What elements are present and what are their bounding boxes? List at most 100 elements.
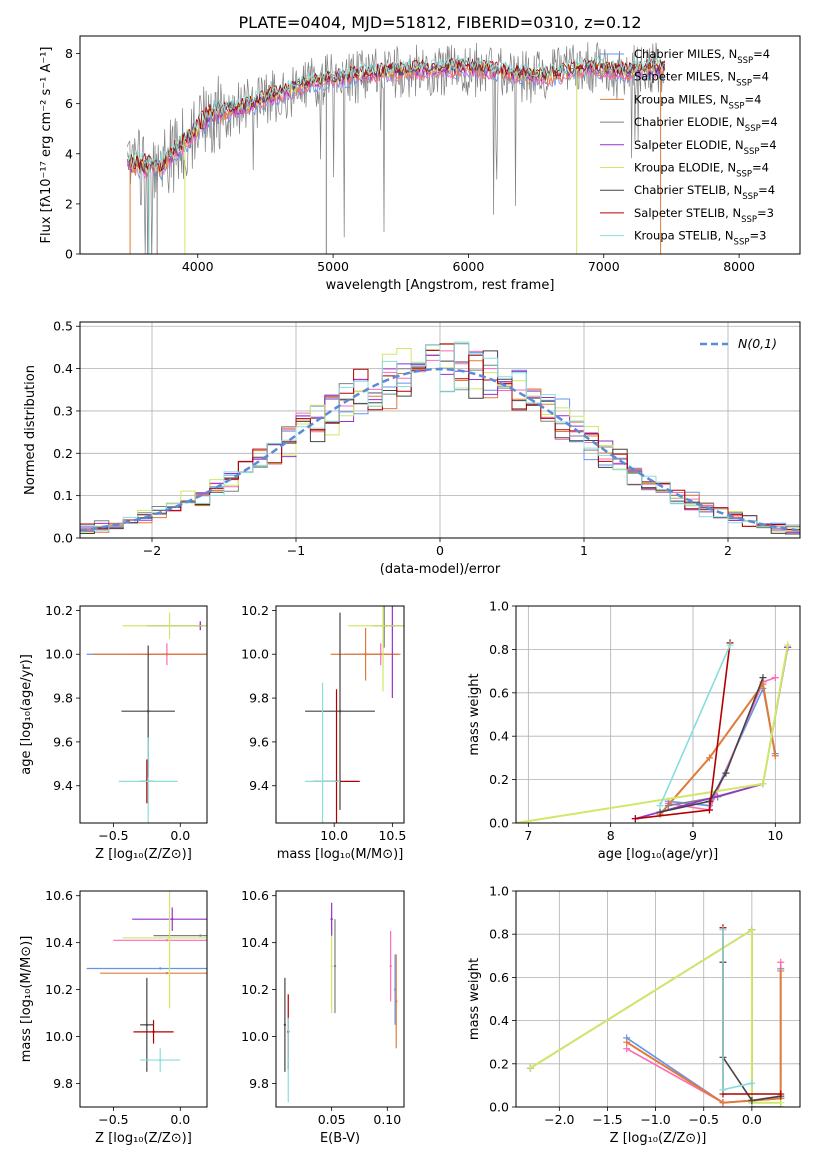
spectrum-line-8 [127, 55, 665, 172]
data-point [395, 1000, 398, 1003]
errorbar-point [122, 891, 207, 1009]
errorbar-point [132, 907, 207, 931]
y-axis-label: Flux [fλ10⁻¹⁷ erg cm⁻² s⁻¹ A⁻¹] [39, 47, 54, 244]
y-tick-label: 1.0 [489, 599, 509, 614]
y-tick-label: 10.4 [45, 935, 73, 950]
errorbar-point [330, 627, 401, 681]
x-tick-label: 7 [524, 828, 532, 843]
weight-marker [777, 1099, 785, 1107]
mass_vs_ebv-panel: 0.05 0.10 9.8 10.0 10.2 10.4 10.6 E(B-V) [241, 888, 405, 1146]
x-tick-label: 8000 [723, 259, 755, 274]
errorbar-point [395, 954, 398, 1049]
weight-marker [722, 769, 730, 777]
legend-label: Chabrier ELODIE, NSSP=4 [634, 115, 778, 134]
y-axis-label: Normed distribution [23, 365, 38, 495]
y-tick-label: 0.0 [489, 816, 509, 831]
y-tick-label: 0.0 [489, 1100, 509, 1115]
y-axis-label: mass weight [467, 958, 482, 1040]
y-tick-label: 9.8 [249, 691, 269, 706]
axes-frame [79, 890, 208, 1108]
weight-marker [771, 752, 779, 760]
y-tick-label: 0.2 [489, 1056, 509, 1071]
weight-marker [719, 1099, 727, 1107]
y-tick-label: 10.2 [45, 982, 73, 997]
y-tick-label: 0.4 [489, 729, 509, 744]
weight-marker [631, 815, 639, 823]
data-point [146, 710, 150, 713]
x-axis-label: (data-model)/error [380, 562, 501, 577]
data-point [159, 967, 162, 970]
data-point [287, 1058, 290, 1062]
axes-frame [79, 321, 801, 539]
data-point [381, 624, 385, 627]
weight-marker [726, 641, 734, 649]
x-tick-label: −1.0 [640, 1112, 670, 1127]
x-axis-label: mass [log₁₀(M/M⊙)] [277, 847, 404, 862]
weight-marker [777, 967, 785, 975]
y-tick-label: 1.0 [489, 884, 509, 899]
x-tick-label: 0 [436, 543, 444, 558]
spectrum-line-1 [127, 63, 666, 180]
x-tick-label: 2 [724, 543, 732, 558]
mass_vs_ebv-plot-area [283, 902, 398, 1103]
errorbar-point [118, 737, 178, 823]
weight-line-s_ELODIE [529, 928, 753, 1103]
y-tick-label: 0.8 [489, 642, 509, 657]
mass_vs_Z-plot-area [86, 891, 207, 1072]
errorbar-point [113, 939, 207, 942]
x-tick-label: 5000 [317, 259, 349, 274]
y-tick-label: 10.6 [241, 888, 269, 903]
axes-frame [515, 890, 801, 1108]
data-point [165, 939, 169, 942]
weight_vs_Z-panel: −2.0 −1.5 −1.0 −0.5 0.0 0.0 0.2 0.4 0.6 0.8 1.0 Z [… [467, 884, 801, 1146]
x-tick-label: −1 [287, 543, 305, 558]
data-point [330, 917, 333, 921]
residuals-plot-area [80, 341, 800, 538]
weight-marker [719, 1086, 727, 1094]
data-point [145, 1023, 149, 1027]
x-axis-label: wavelength [Angstrom, rest frame] [326, 278, 555, 293]
errorbar-point [140, 977, 154, 1072]
x-tick-label: 10.5 [378, 828, 406, 843]
weight-marker [777, 1090, 785, 1098]
x-tick-label: −2 [143, 543, 161, 558]
x-tick-label: 0.0 [170, 828, 190, 843]
weight-line-c_STELIB [659, 677, 764, 813]
legend-label: Salpeter MILES, NSSP=4 [634, 70, 769, 89]
y-tick-label: 10.0 [241, 1029, 269, 1044]
errorbar-point [305, 682, 340, 823]
weight-line-k_ELODIE [529, 928, 781, 1104]
x-tick-label: −0.5 [98, 828, 128, 843]
figure-title: PLATE=0404, MJD=51812, FIBERID=0310, z=0… [238, 13, 641, 32]
data-point [321, 780, 324, 783]
weight-line-k_ELODIE [516, 644, 789, 823]
y-tick-label: 0.2 [489, 772, 509, 787]
age_vs_mass-panel: 10.0 10.5 9.4 9.6 9.8 10.0 10.2 mass [log₁₀(M/M… [241, 603, 406, 862]
weight-marker [759, 674, 767, 682]
data-point [199, 934, 202, 937]
x-tick-label: 10 [767, 828, 783, 843]
weight-marker [656, 802, 664, 810]
errorbar-point [348, 606, 404, 692]
y-tick-label: 9.6 [249, 734, 269, 749]
x-tick-label: 0.05 [318, 1112, 346, 1127]
y-tick-label: 9.8 [249, 1076, 269, 1091]
weight_vs_age-panel: 7 8 9 10 0.0 0.2 0.4 0.6 0.8 1.0 age [log₁₀(age/yr… [467, 599, 801, 862]
y-tick-label: 0.4 [489, 1013, 509, 1028]
y-tick-label: 0.8 [489, 927, 509, 942]
weight-line-k_STELIB [659, 644, 731, 806]
residuals-panel: −2 −1 0 1 2 0.0 0.1 0.2 0.3 0.4 0.5 (data-model)/er… [23, 319, 801, 577]
y-tick-label: 10.6 [45, 888, 73, 903]
y-tick-label: 9.4 [53, 778, 73, 793]
weight-line-k_MILES [659, 681, 777, 815]
residual-legend: N(0,1) [700, 336, 777, 351]
spectrum-panel: 4000 5000 6000 7000 8000 0 2 4 6 8 wavelength [Ang… [39, 35, 801, 293]
weight_vs_Z-plot-area [526, 924, 785, 1107]
y-tick-label: 8 [65, 46, 73, 61]
x-axis-label: E(B-V) [320, 1131, 360, 1146]
data-point [333, 964, 337, 968]
axes-frame [515, 605, 801, 824]
data-point [165, 971, 169, 975]
spectrum-plot-area [127, 41, 666, 254]
